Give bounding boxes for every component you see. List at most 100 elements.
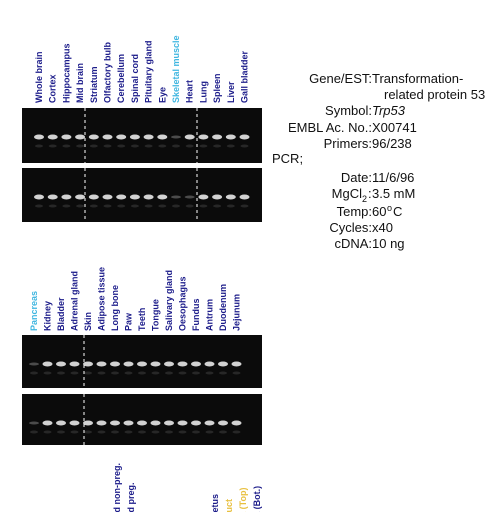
band xyxy=(171,195,181,199)
lane-label: Mid brain xyxy=(75,63,85,103)
band xyxy=(102,194,113,200)
band xyxy=(61,134,72,140)
band-smear xyxy=(138,430,146,434)
lane-label: Bladder xyxy=(56,297,66,331)
band xyxy=(75,194,86,200)
label: MgCl xyxy=(332,186,362,201)
band xyxy=(191,420,201,426)
band-smear xyxy=(97,371,106,375)
band-smear xyxy=(103,144,112,148)
band-smear xyxy=(158,204,167,208)
band-smear xyxy=(111,430,119,434)
band xyxy=(34,134,44,140)
band xyxy=(129,134,140,140)
band-smear xyxy=(240,144,249,148)
lane-label: Gall bladder xyxy=(240,50,250,103)
lane-label: Pituitary gland xyxy=(144,40,154,103)
lane-label: Jejunum xyxy=(232,294,242,331)
lane-label: Antrum xyxy=(205,299,215,331)
band xyxy=(29,421,39,425)
band-smear xyxy=(48,144,57,148)
band xyxy=(88,194,99,200)
band xyxy=(191,361,201,367)
lane-label: Lung xyxy=(198,81,208,103)
band-smear xyxy=(172,204,180,208)
band xyxy=(102,134,113,140)
band xyxy=(61,194,72,200)
band xyxy=(137,361,147,367)
value: related protein 53 xyxy=(384,87,485,102)
lane-label: Heart xyxy=(185,80,195,103)
lane-label: Fundus xyxy=(191,299,201,332)
band xyxy=(218,420,228,426)
band-smear xyxy=(84,430,92,434)
band-smear xyxy=(172,144,180,148)
lane-label: Olfactory bulb xyxy=(103,41,113,103)
band-smear xyxy=(178,430,187,434)
band-smear xyxy=(232,371,241,375)
band xyxy=(239,134,250,140)
band-smear xyxy=(130,144,139,148)
lane-label: nd non-preg. xyxy=(112,463,122,512)
band xyxy=(204,420,215,426)
lane-label: A (Bot.) xyxy=(252,486,262,512)
lane-label: Tongue xyxy=(151,299,161,331)
lane-label: Duodenum xyxy=(218,284,228,331)
lane-label: Spleen xyxy=(212,73,222,103)
band xyxy=(157,134,168,140)
band-smear xyxy=(144,204,153,208)
band-smear xyxy=(35,204,43,208)
label: Temp: xyxy=(337,204,372,219)
band-smear xyxy=(48,204,57,208)
lane-label: Pancreas xyxy=(29,291,39,331)
label: EMBL Ac. No.: xyxy=(288,120,372,135)
band xyxy=(42,361,53,367)
band xyxy=(110,420,120,426)
band-smear xyxy=(213,204,222,208)
band xyxy=(212,134,223,140)
band-smear xyxy=(213,144,222,148)
value: 60 xyxy=(372,204,386,219)
band xyxy=(150,361,161,367)
band-smear xyxy=(185,144,194,148)
band xyxy=(56,361,66,367)
label: Gene/EST: xyxy=(309,71,372,86)
band-smear xyxy=(199,144,208,148)
band xyxy=(218,361,228,367)
lane-label: Hippocampus xyxy=(61,43,71,103)
band xyxy=(83,420,93,426)
label: cDNA: xyxy=(334,236,372,251)
band-smear xyxy=(57,371,65,375)
band-smear xyxy=(232,430,241,434)
value: Trp53 xyxy=(372,103,406,118)
lane-label: Skeletal muscle xyxy=(171,35,181,103)
label: PCR; xyxy=(272,151,303,166)
value: X00741 xyxy=(372,120,417,135)
band xyxy=(143,134,154,140)
band-smear xyxy=(165,371,173,375)
label: Primers: xyxy=(324,136,372,151)
band-smear xyxy=(117,144,126,148)
band xyxy=(69,420,80,426)
band xyxy=(56,420,66,426)
value: 3.5 mM xyxy=(372,186,415,201)
band-smear xyxy=(30,430,38,434)
value: 96/238 xyxy=(372,136,412,151)
band-smear xyxy=(124,430,133,434)
band-smear xyxy=(199,204,208,208)
value: C xyxy=(393,204,402,219)
band xyxy=(204,361,215,367)
band xyxy=(47,134,58,140)
lane-label: oetus xyxy=(210,494,220,512)
band-smear xyxy=(205,430,214,434)
band-smear xyxy=(70,371,79,375)
lane-label: Skin xyxy=(83,312,93,331)
band xyxy=(116,194,127,200)
band-smear xyxy=(62,144,71,148)
subscript: 2 xyxy=(362,194,367,204)
value: 11/6/96 xyxy=(372,170,414,185)
label: Date: xyxy=(341,170,372,185)
band-smear xyxy=(226,144,235,148)
band xyxy=(198,194,209,200)
